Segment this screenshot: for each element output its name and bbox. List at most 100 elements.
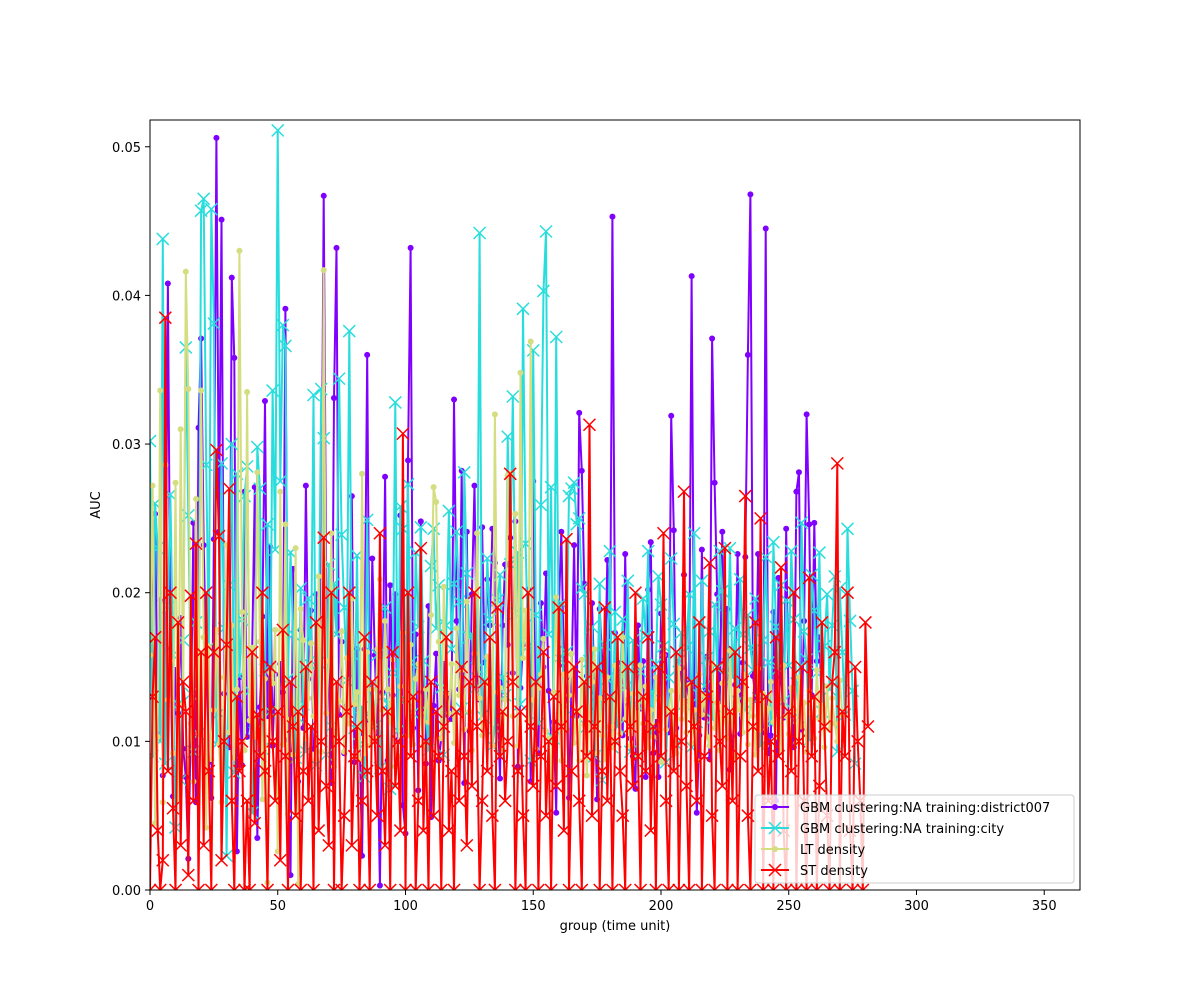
data-point-marker — [751, 764, 765, 778]
data-point-marker — [388, 395, 402, 409]
data-point-marker — [521, 586, 535, 600]
data-point-marker — [700, 690, 714, 704]
data-point-marker — [608, 734, 622, 748]
data-point-marker — [549, 330, 563, 344]
data-point-marker — [465, 779, 479, 793]
data-point-marker — [736, 675, 750, 689]
data-point-marker — [529, 675, 543, 689]
data-point-marker — [812, 779, 826, 793]
data-point-marker — [364, 351, 371, 358]
data-point-marker — [637, 662, 644, 669]
data-point-marker — [442, 824, 456, 838]
x-tick-label: 250 — [776, 899, 801, 914]
y-tick-label: 0.01 — [112, 735, 141, 750]
x-tick-label: 350 — [1032, 899, 1057, 914]
data-point-marker — [225, 437, 239, 451]
data-point-marker — [611, 630, 625, 644]
data-point-marker — [337, 809, 351, 823]
data-point-marker — [669, 645, 683, 659]
data-point-marker — [169, 883, 183, 890]
data-point-marker — [382, 617, 389, 624]
data-point-marker — [550, 689, 557, 696]
data-point-marker — [248, 816, 262, 830]
data-point-marker — [430, 484, 437, 491]
data-point-marker — [647, 539, 654, 546]
data-point-marker — [642, 774, 649, 781]
data-point-marker — [417, 518, 424, 525]
data-point-marker — [202, 764, 216, 778]
data-point-marker — [516, 809, 530, 823]
data-point-marker — [639, 764, 653, 778]
x-tick-label: 50 — [269, 899, 286, 914]
data-point-marker — [744, 351, 751, 358]
data-point-marker — [391, 734, 405, 748]
data-point-marker — [192, 883, 206, 890]
data-point-marker — [222, 482, 236, 496]
data-point-marker — [171, 615, 185, 629]
data-point-marker — [185, 386, 192, 393]
data-point-marker — [404, 749, 418, 763]
data-point-marker — [764, 734, 778, 748]
data-point-marker — [588, 719, 602, 734]
data-point-marker — [470, 719, 484, 734]
data-point-marker — [657, 639, 671, 653]
data-point-marker — [198, 387, 205, 394]
data-point-marker — [416, 824, 430, 838]
data-point-marker — [300, 637, 307, 644]
data-point-marker — [542, 734, 556, 748]
data-point-marker — [164, 280, 171, 287]
data-point-marker — [150, 883, 157, 890]
data-point-marker — [174, 838, 188, 852]
data-point-marker — [667, 764, 681, 778]
data-point-marker — [273, 474, 287, 488]
data-point-marker — [207, 317, 221, 331]
data-point-marker — [603, 544, 617, 558]
data-point-marker — [783, 525, 790, 532]
data-point-marker — [575, 883, 589, 890]
data-point-marker — [368, 734, 382, 748]
data-point-marker — [526, 343, 540, 357]
x-axis-ticks: 0 50 100 150 200 250 300 350 — [146, 890, 1057, 914]
data-point-marker — [582, 418, 596, 432]
data-point-marker — [687, 526, 701, 540]
data-point-marker — [593, 883, 607, 890]
data-point-marker — [746, 719, 760, 734]
data-point-marker — [381, 705, 395, 719]
data-point-marker — [473, 226, 487, 240]
data-point-marker — [255, 586, 269, 600]
data-point-marker — [506, 389, 520, 404]
data-point-marker — [271, 705, 285, 719]
data-point-marker — [276, 318, 290, 332]
data-point-marker — [253, 482, 267, 496]
x-tick-label: 0 — [146, 899, 154, 914]
data-point-marker — [817, 639, 832, 653]
data-point-marker — [433, 650, 440, 657]
data-point-marker — [517, 369, 524, 376]
data-point-marker — [335, 883, 349, 890]
data-point-marker — [793, 488, 800, 495]
data-point-marker — [552, 601, 566, 615]
data-point-marker — [583, 772, 590, 779]
data-point-marker — [713, 734, 727, 748]
data-point-marker — [161, 764, 175, 778]
data-point-marker — [544, 883, 558, 890]
data-point-marker — [460, 566, 474, 580]
data-point-marker — [562, 489, 576, 503]
data-point-marker — [539, 809, 553, 823]
series-4 — [150, 311, 875, 890]
data-point-marker — [539, 224, 553, 239]
data-point-marker — [524, 719, 538, 734]
data-point-marker — [600, 794, 614, 808]
data-point-marker — [421, 883, 436, 890]
data-point-marker — [432, 749, 446, 763]
data-point-marker — [547, 690, 561, 704]
data-point-marker — [553, 594, 560, 601]
data-point-marker — [710, 660, 724, 674]
data-point-marker — [805, 749, 819, 763]
data-point-marker — [590, 660, 604, 674]
data-point-marker — [296, 764, 310, 778]
data-point-marker — [365, 675, 379, 689]
data-point-marker — [820, 587, 834, 601]
data-point-marker — [657, 759, 664, 766]
